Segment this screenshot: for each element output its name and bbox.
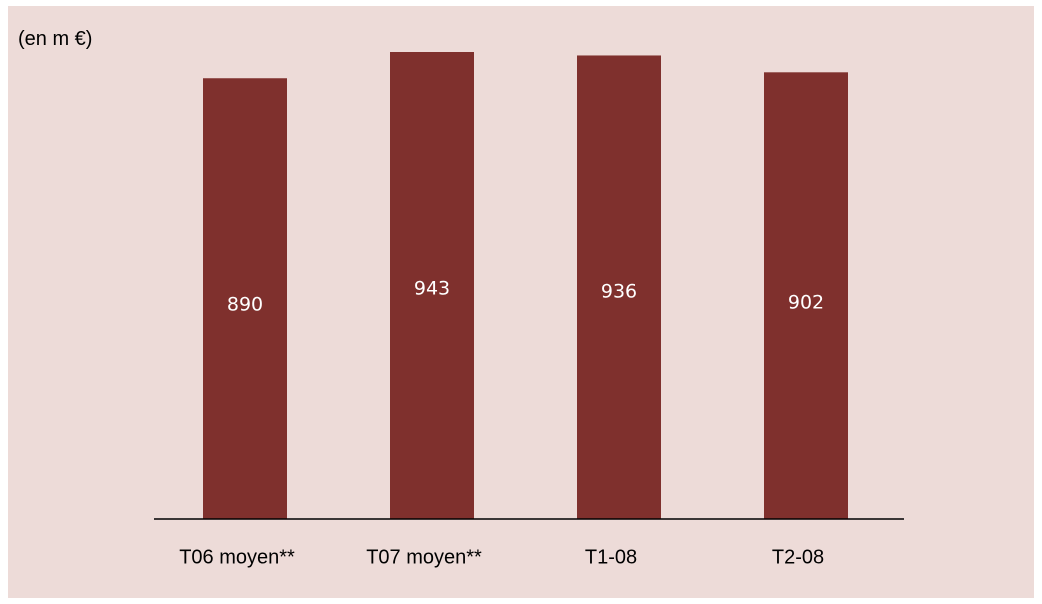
bar-value-label-4: 902 — [788, 292, 824, 314]
bar-4 — [764, 72, 848, 519]
x-tick-label-1: T06 moyen** — [179, 546, 295, 568]
bar-value-label-3: 936 — [601, 281, 637, 303]
bar-value-label-2: 943 — [414, 278, 450, 300]
x-tick-label-4: T2-08 — [772, 546, 824, 568]
bars-group — [203, 52, 848, 520]
x-tick-labels-group: T06 moyen** T07 moyen** T1-08 T2-08 — [179, 546, 824, 568]
bar-2 — [390, 52, 474, 519]
bar-3 — [577, 55, 661, 520]
bar-value-label-1: 890 — [227, 294, 263, 316]
bar-chart: 890 943 936 902 T06 moyen** T07 moyen** T1-08… — [154, 52, 904, 568]
chart-panel: (en m €) 890 943 936 902 T06 moyen** T07 moy… — [8, 6, 1034, 598]
bar-1 — [203, 78, 287, 520]
unit-label: (en m €) — [18, 28, 93, 50]
x-tick-label-2: T07 moyen** — [366, 546, 482, 568]
value-labels-group: 890 943 936 902 — [227, 278, 824, 316]
x-tick-label-3: T1-08 — [585, 546, 637, 568]
